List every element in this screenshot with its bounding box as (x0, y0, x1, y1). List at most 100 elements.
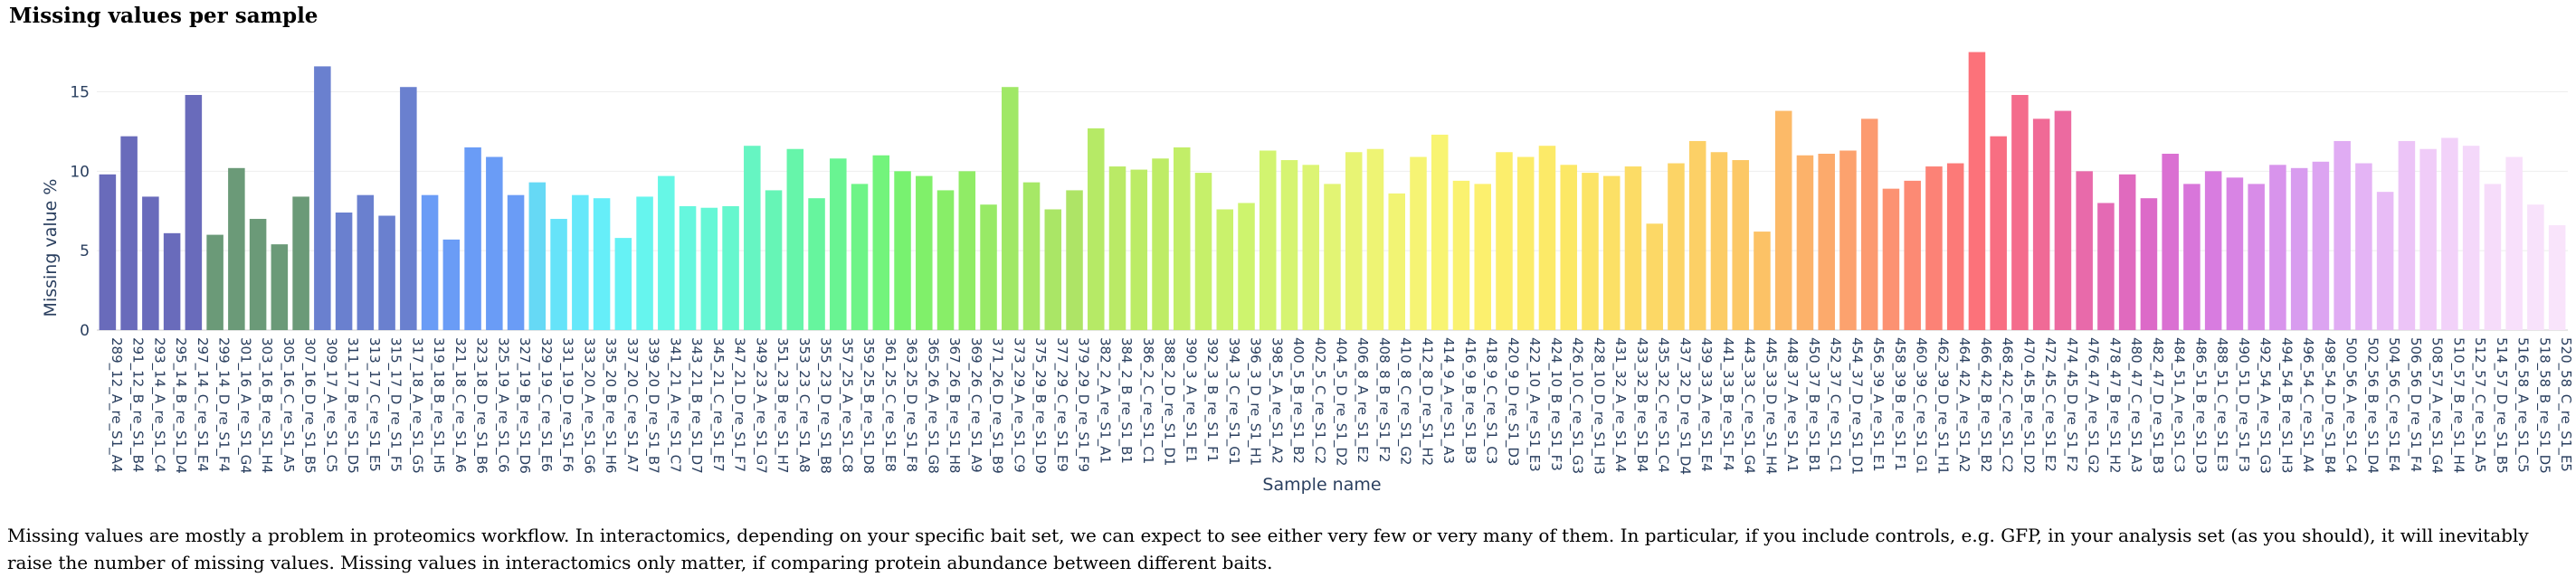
bar-303_16_B_re_S1_H4[interactable] (249, 219, 267, 330)
bar-365_26_A_re_S1_G8[interactable] (916, 175, 933, 330)
bar-371_26_D_re_S1_B9[interactable] (980, 204, 997, 330)
bar-319_18_B_re_S1_H5[interactable] (421, 194, 439, 330)
bar-386_2_C_re_S1_C1[interactable] (1130, 169, 1148, 330)
bar-379_29_D_re_S1_F9[interactable] (1066, 190, 1083, 330)
bar-454_37_D_re_S1_D1[interactable] (1839, 150, 1857, 330)
bar-452_37_C_re_S1_C1[interactable] (1818, 154, 1835, 330)
bar-508_57_A_re_S1_G4[interactable] (2419, 148, 2437, 330)
bar-416_9_B_re_S1_B3[interactable] (1452, 180, 1470, 330)
bar-506_56_D_re_S1_F4[interactable] (2398, 140, 2416, 330)
bar-382_2_A_re_S1_A1[interactable] (1088, 128, 1105, 330)
bar-396_3_D_re_S1_H1[interactable] (1238, 203, 1255, 330)
bar-426_10_C_re_S1_G3[interactable] (1560, 165, 1577, 330)
bar-325_19_A_re_S1_C6[interactable] (486, 156, 503, 330)
bar-492_54_A_re_S1_G3[interactable] (2248, 184, 2265, 330)
bar-466_42_B_re_S1_B2[interactable] (1968, 52, 1986, 330)
bar-428_10_D_re_S1_H3[interactable] (1582, 173, 1599, 330)
bar-329_19_C_re_S1_E6[interactable] (528, 182, 547, 330)
bar-293_14_A_re_S1_C4[interactable] (142, 196, 159, 330)
bar-486_51_B_re_S1_D3[interactable] (2183, 184, 2201, 330)
bar-406_8_A_re_S1_E2[interactable] (1345, 152, 1363, 330)
bar-445_33_D_re_S1_H4[interactable] (1754, 232, 1771, 330)
bar-343_21_B_re_S1_D7[interactable] (679, 205, 697, 330)
bar-331_19_D_re_S1_F6[interactable] (550, 219, 567, 330)
bar-400_5_B_re_S1_B2[interactable] (1280, 160, 1298, 330)
bar-412_8_D_re_S1_H2[interactable] (1410, 156, 1427, 330)
bar-520_58_C_re_S1_E5[interactable] (2548, 225, 2566, 330)
bar-502_56_B_re_S1_D4[interactable] (2355, 163, 2372, 330)
bar-512_57_C_re_S1_A5[interactable] (2462, 146, 2480, 330)
bar-482_47_D_re_S1_B3[interactable] (2140, 198, 2158, 330)
bar-384_2_B_re_S1_B1[interactable] (1108, 166, 1126, 330)
bar-295_14_B_re_S1_D4[interactable] (163, 232, 181, 330)
bar-359_25_B_re_S1_D8[interactable] (851, 184, 869, 330)
bar-323_18_D_re_S1_B6[interactable] (464, 147, 481, 330)
bar-307_16_D_re_S1_B5[interactable] (292, 196, 309, 330)
bar-345_21_C_re_S1_E7[interactable] (700, 207, 718, 330)
bar-339_20_D_re_S1_B7[interactable] (636, 196, 653, 330)
bar-327_19_B_re_S1_D6[interactable] (507, 194, 525, 330)
bar-514_57_D_re_S1_B5[interactable] (2484, 184, 2502, 330)
bar-373_29_A_re_S1_C9[interactable] (1002, 87, 1019, 330)
bar-516_58_A_re_S1_C5[interactable] (2505, 156, 2523, 330)
bar-333_20_A_re_S1_G6[interactable] (572, 194, 589, 330)
bar-488_51_C_re_S1_E3[interactable] (2204, 171, 2222, 330)
bar-357_25_A_re_S1_C8[interactable] (830, 158, 847, 330)
bar-291_12_B_re_S1_B4[interactable] (120, 136, 138, 330)
bar-394_3_C_re_S1_G1[interactable] (1216, 209, 1234, 330)
bar-390_3_A_re_S1_E1[interactable] (1174, 147, 1191, 330)
bar-494_54_B_re_S1_H3[interactable] (2269, 165, 2286, 330)
bar-496_54_C_re_S1_A4[interactable] (2290, 167, 2308, 330)
bar-420_9_D_re_S1_D3[interactable] (1496, 152, 1513, 330)
bar-337_20_C_re_S1_A7[interactable] (614, 238, 632, 330)
bar-500_56_A_re_S1_C4[interactable] (2334, 140, 2351, 330)
bar-341_21_A_re_S1_C7[interactable] (658, 175, 675, 330)
bar-355_23_D_re_S1_B8[interactable] (808, 198, 825, 330)
bar-474_45_D_re_S1_F2[interactable] (2054, 110, 2072, 330)
bar-408_8_B_re_S1_F2[interactable] (1366, 148, 1384, 330)
bar-414_9_A_re_S1_A3[interactable] (1431, 134, 1449, 330)
bar-335_20_B_re_S1_H6[interactable] (593, 198, 611, 330)
bar-299_14_D_re_S1_F4[interactable] (206, 234, 223, 330)
bar-377_29_C_re_S1_E9[interactable] (1044, 209, 1062, 330)
bar-468_42_C_re_S1_C2[interactable] (1990, 136, 2007, 330)
bar-369_26_C_re_S1_A9[interactable] (958, 171, 976, 330)
bar-353_23_C_re_S1_A8[interactable] (786, 148, 804, 330)
bar-504_56_C_re_S1_E4[interactable] (2376, 192, 2394, 330)
bar-321_18_C_re_S1_A6[interactable] (442, 239, 461, 330)
bar-443_33_C_re_S1_G4[interactable] (1732, 160, 1749, 330)
bar-402_5_C_re_S1_C2[interactable] (1302, 165, 1320, 330)
bar-476_47_A_re_S1_G2[interactable] (2076, 171, 2093, 330)
bar-510_57_B_re_S1_H4[interactable] (2441, 137, 2458, 330)
bar-460_39_C_re_S1_G1[interactable] (1904, 180, 1921, 330)
bar-518_58_B_re_S1_D5[interactable] (2527, 204, 2544, 330)
bar-456_39_A_re_S1_E1[interactable] (1860, 118, 1878, 330)
bar-305_16_C_re_S1_A5[interactable] (271, 244, 289, 330)
bar-431_32_A_re_S1_A4[interactable] (1602, 175, 1621, 330)
bar-315_17_D_re_S1_F5[interactable] (378, 215, 395, 330)
bar-490_51_D_re_S1_F3[interactable] (2226, 177, 2244, 330)
bar-309_17_A_re_S1_C5[interactable] (314, 66, 331, 330)
bar-297_14_C_re_S1_E4[interactable] (185, 95, 203, 330)
bar-313_17_C_re_S1_E5[interactable] (356, 194, 375, 330)
bar-418_9_C_re_S1_C3[interactable] (1474, 184, 1491, 330)
bar-388_2_D_re_S1_D1[interactable] (1152, 158, 1169, 330)
bar-458_39_B_re_S1_F1[interactable] (1882, 188, 1900, 330)
bar-484_51_A_re_S1_C3[interactable] (2162, 154, 2179, 330)
bar-435_32_C_re_S1_C4[interactable] (1646, 223, 1663, 330)
bar-301_16_A_re_S1_G4[interactable] (228, 167, 245, 330)
bar-450_37_B_re_S1_B1[interactable] (1796, 155, 1814, 330)
bar-361_25_C_re_S1_E8[interactable] (872, 155, 890, 330)
bar-289_12_A_re_S1_A4[interactable] (99, 174, 117, 330)
bar-363_25_D_re_S1_F8[interactable] (894, 171, 911, 330)
bar-439_33_A_re_S1_E4[interactable] (1688, 140, 1706, 330)
bar-470_45_B_re_S1_D2[interactable] (2011, 95, 2029, 330)
bar-480_47_C_re_S1_A3[interactable] (2118, 174, 2136, 330)
bar-317_18_A_re_S1_G5[interactable] (400, 87, 417, 330)
bar-392_3_B_re_S1_F1[interactable] (1194, 173, 1212, 330)
bar-398_5_A_re_S1_A2[interactable] (1259, 150, 1277, 330)
bar-351_23_B_re_S1_H7[interactable] (765, 190, 783, 330)
bar-404_5_D_re_S1_D2[interactable] (1324, 184, 1341, 330)
bar-424_10_B_re_S1_F3[interactable] (1538, 146, 1556, 330)
bar-472_45_C_re_S1_E2[interactable] (2032, 118, 2050, 330)
